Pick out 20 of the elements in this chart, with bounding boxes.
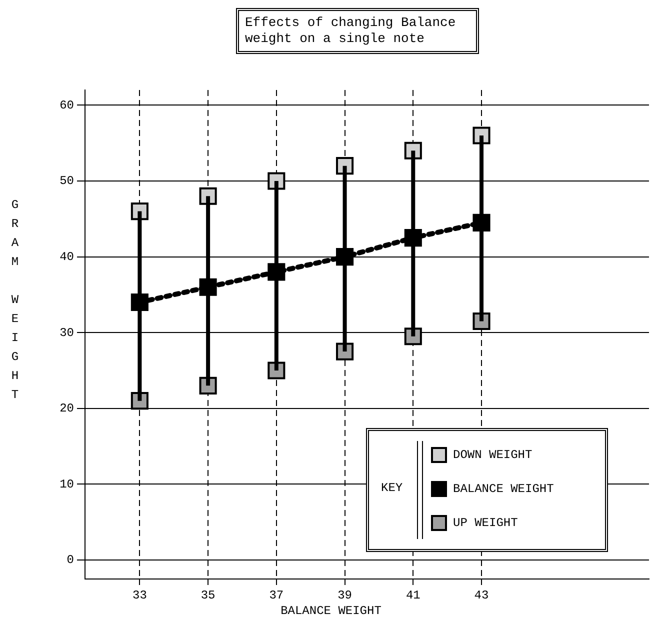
x-tick-label: 39 [338,588,352,602]
y-tick-label: 50 [60,174,74,188]
x-tick-label: 33 [132,588,147,602]
y-tick-label: 40 [60,250,74,264]
legend-label: BALANCE WEIGHT [453,482,554,496]
legend-label: DOWN WEIGHT [453,448,532,462]
text: GRAM WEIGHT [11,198,19,402]
chart-title: Effects of changing Balance weight on a single note [236,8,479,54]
x-axis-title: BALANCE WEIGHT [280,604,382,618]
legend-title: KEY [381,481,403,495]
y-tick-label: 10 [60,477,74,492]
legend-label: UP WEIGHT [453,516,518,530]
x-tick-label: 41 [406,588,420,602]
y-tick-label: 60 [60,98,74,112]
y-tick-label: 30 [60,326,74,340]
y-tick-label: 0 [66,553,74,568]
x-tick-label: 37 [269,588,284,602]
y-tick-label: 20 [60,402,74,416]
x-tick-label: 35 [200,588,216,602]
x-tick-label: 43 [474,588,489,602]
